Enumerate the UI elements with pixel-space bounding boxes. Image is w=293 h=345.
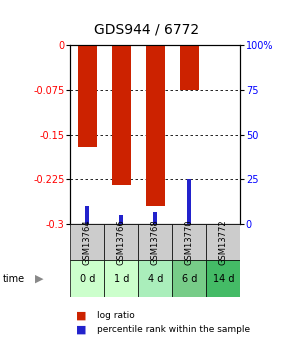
Polygon shape <box>70 224 104 260</box>
Polygon shape <box>104 260 138 297</box>
Text: ■: ■ <box>76 325 87 334</box>
Bar <box>112 45 131 185</box>
Polygon shape <box>172 224 206 260</box>
Text: GSM13766: GSM13766 <box>117 219 126 265</box>
Bar <box>153 212 157 224</box>
Text: log ratio: log ratio <box>97 311 134 320</box>
Text: percentile rank within the sample: percentile rank within the sample <box>97 325 250 334</box>
Bar <box>119 215 123 224</box>
Bar <box>187 179 191 224</box>
Bar <box>85 206 89 224</box>
Polygon shape <box>104 224 138 260</box>
Bar <box>78 45 97 147</box>
Text: 1 d: 1 d <box>114 274 129 284</box>
Text: GSM13764: GSM13764 <box>83 219 92 265</box>
Text: GDS944 / 6772: GDS944 / 6772 <box>94 22 199 36</box>
Text: 0 d: 0 d <box>80 274 95 284</box>
Text: GSM13768: GSM13768 <box>151 219 160 265</box>
Text: 14 d: 14 d <box>212 274 234 284</box>
Text: 6 d: 6 d <box>182 274 197 284</box>
Text: GSM13770: GSM13770 <box>185 219 194 265</box>
Polygon shape <box>206 224 240 260</box>
Bar <box>146 45 165 206</box>
Text: time: time <box>3 274 25 284</box>
Polygon shape <box>172 260 206 297</box>
Text: ▶: ▶ <box>35 274 44 284</box>
Polygon shape <box>70 260 104 297</box>
Text: GSM13772: GSM13772 <box>219 219 228 265</box>
Polygon shape <box>138 224 172 260</box>
Polygon shape <box>206 260 240 297</box>
Polygon shape <box>138 260 172 297</box>
Bar <box>180 45 199 90</box>
Text: ■: ■ <box>76 311 87 321</box>
Text: 4 d: 4 d <box>148 274 163 284</box>
